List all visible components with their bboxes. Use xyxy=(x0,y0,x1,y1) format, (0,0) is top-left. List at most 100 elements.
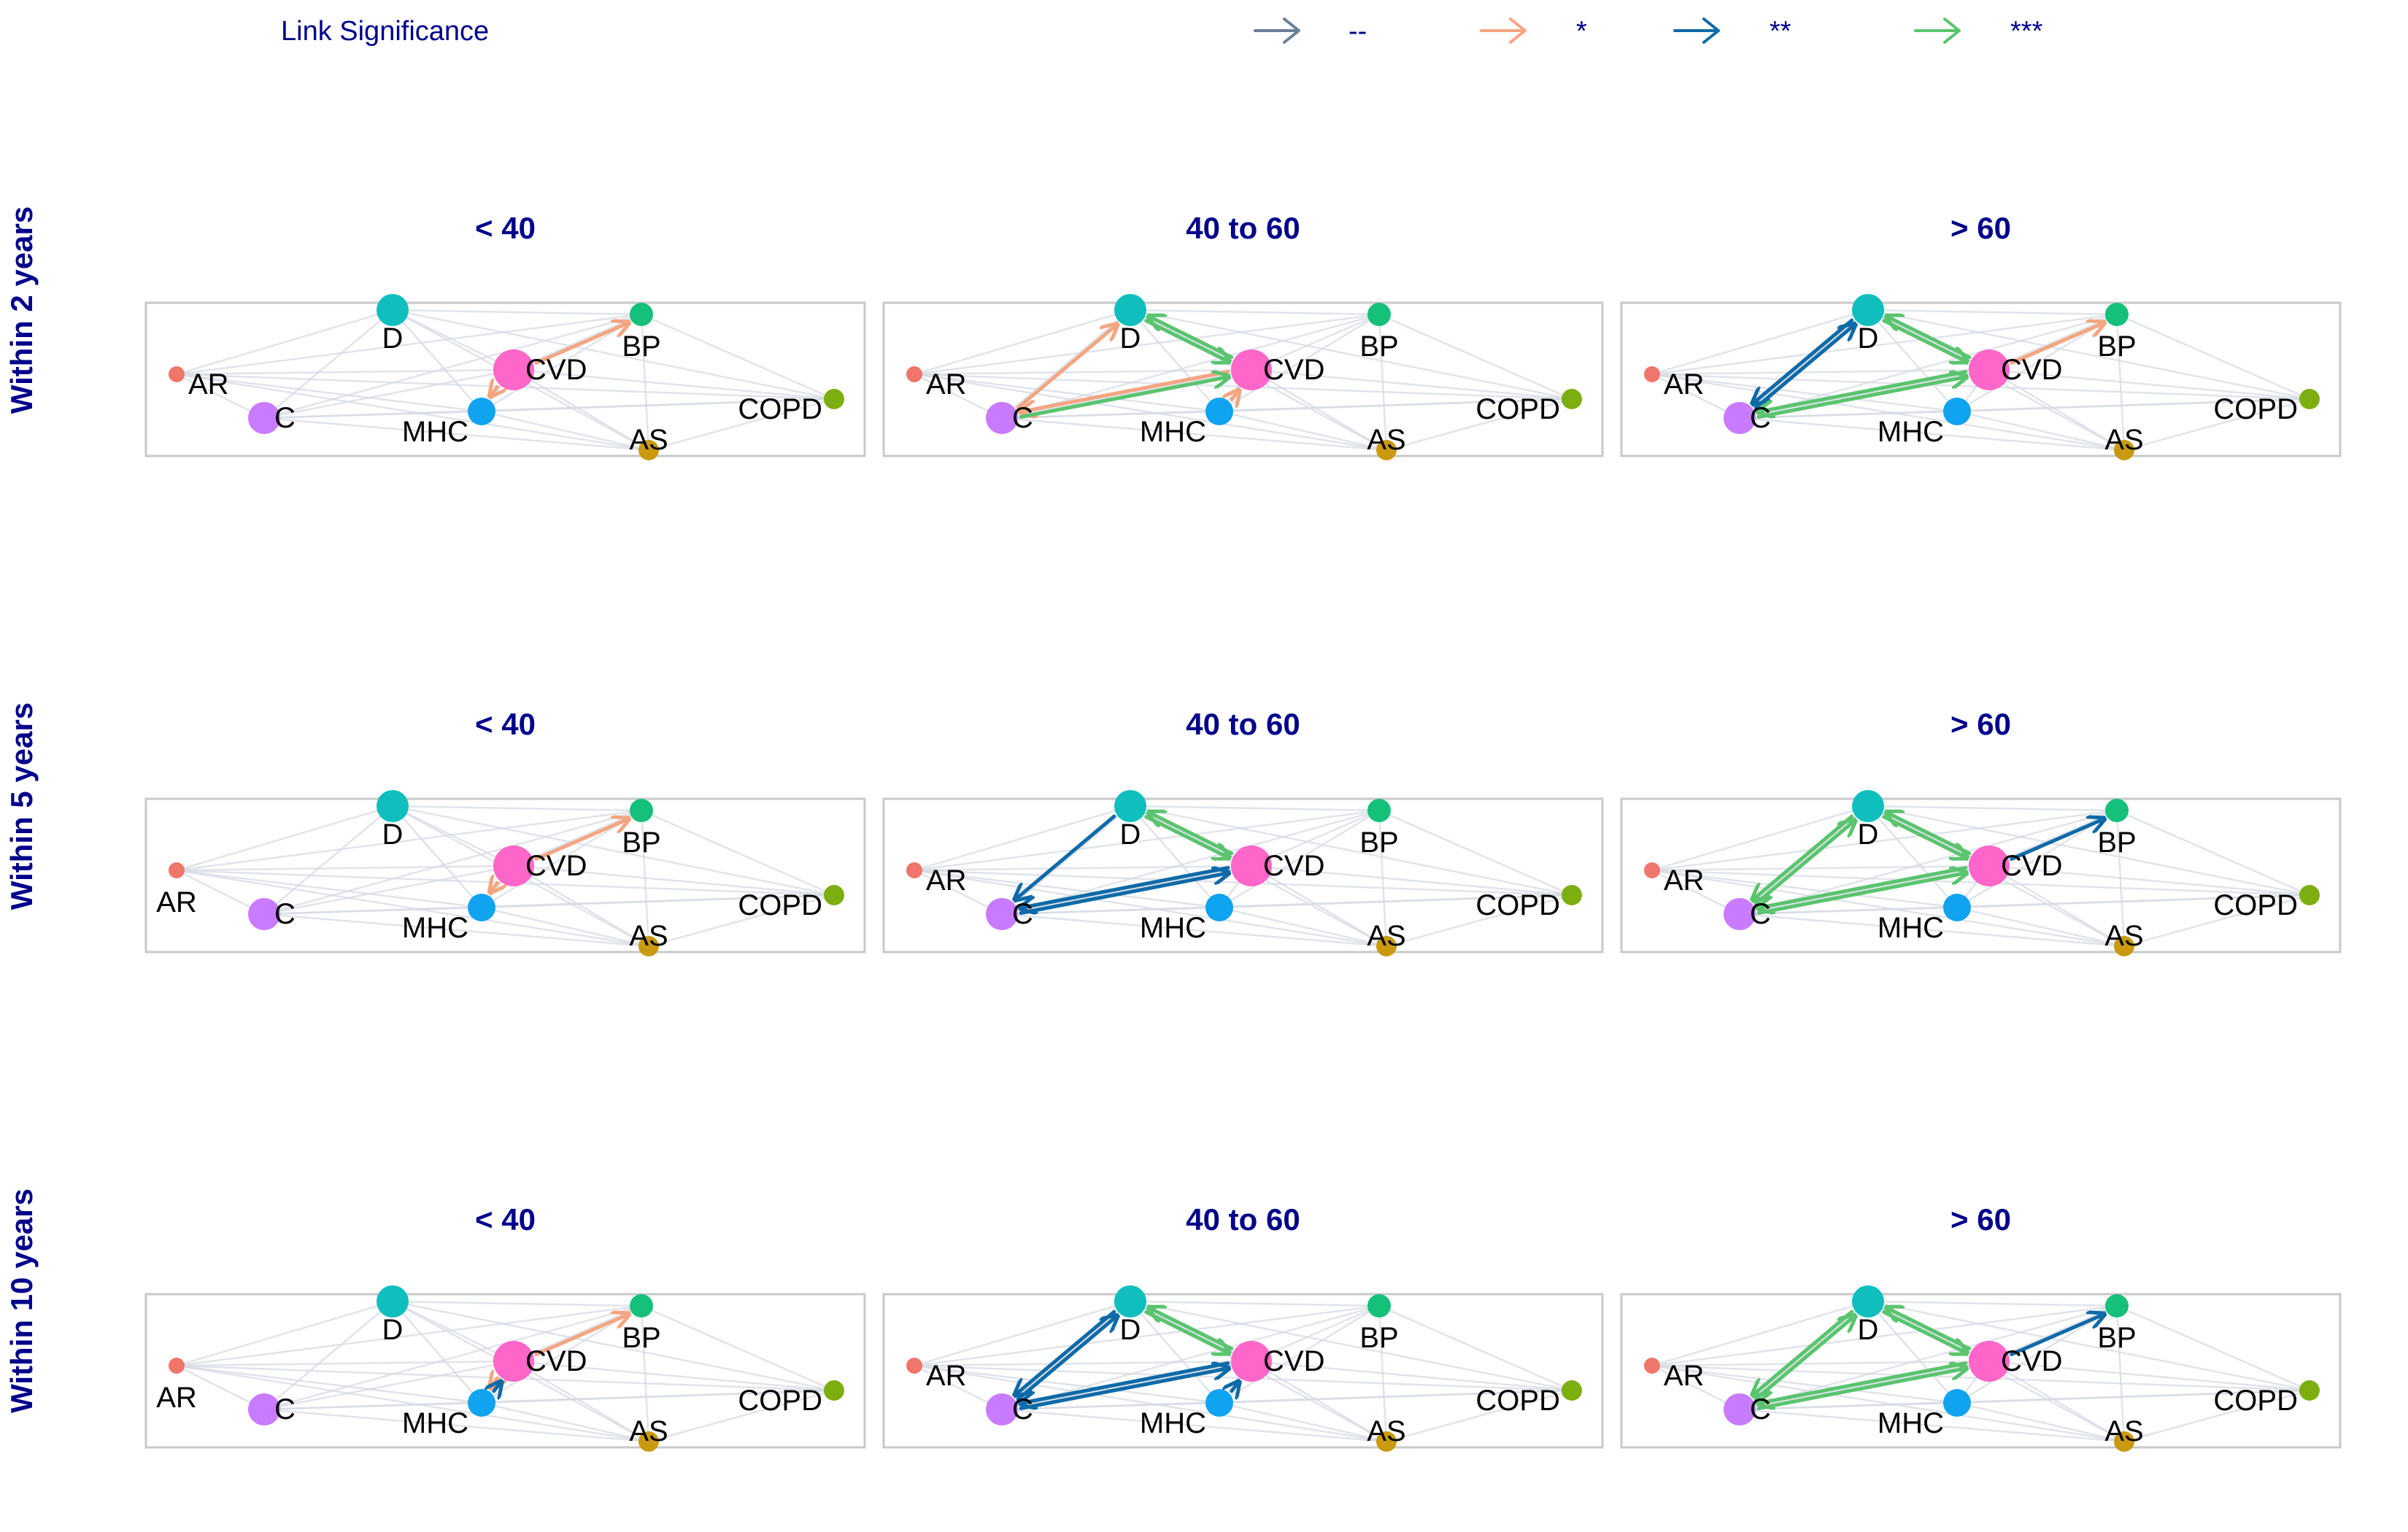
background-link xyxy=(1867,805,2118,812)
background-link xyxy=(1001,1360,1252,1411)
link-cvd-to-bp xyxy=(534,322,629,365)
background-link xyxy=(1219,809,1380,909)
legend-item-p1: * xyxy=(1480,16,1587,47)
node-label-as: AS xyxy=(1367,424,1405,456)
node-bp xyxy=(630,1294,653,1318)
background-link xyxy=(176,869,265,916)
link-mhc-to-cvd xyxy=(1232,1381,1239,1390)
node-label-ar: AR xyxy=(156,886,197,918)
link-cvd-to-d xyxy=(1886,316,1972,360)
background-link xyxy=(392,1300,514,1363)
node-bp xyxy=(1367,303,1391,326)
background-link xyxy=(263,1304,642,1411)
background-link xyxy=(1001,1304,1380,1411)
node-ar xyxy=(1644,862,1660,878)
link-d-to-c xyxy=(1753,814,1854,900)
node-d xyxy=(1852,790,1884,822)
node-label-d: D xyxy=(1858,1314,1879,1346)
background-link xyxy=(2123,1389,2310,1443)
significant-links xyxy=(1015,812,1232,913)
background-link xyxy=(1739,417,2125,452)
node-label-c: C xyxy=(1012,1393,1033,1425)
node-c xyxy=(248,402,280,434)
node-c xyxy=(986,402,1018,434)
network-panel: < 40 AR D BP CVD C MHC AS COPD xyxy=(144,1202,866,1452)
node-label-mhc: MHC xyxy=(402,416,468,448)
significant-links xyxy=(1753,316,2104,417)
background-link xyxy=(176,809,642,872)
node-cvd xyxy=(493,1341,534,1382)
node-label-copd: COPD xyxy=(2213,393,2298,425)
node-mhc xyxy=(1943,894,1971,921)
node-label-as: AS xyxy=(2104,920,2143,952)
background-links xyxy=(914,309,1572,452)
background-link xyxy=(1001,809,1380,916)
panel-title: 40 to 60 xyxy=(1186,211,1300,245)
link-cvd-to-bp xyxy=(534,819,629,861)
legend-arrow-ns-icon xyxy=(1254,18,1300,44)
node-cvd xyxy=(1969,349,2010,390)
background-link xyxy=(2116,313,2310,401)
background-link xyxy=(1956,906,2125,948)
node-mhc xyxy=(1943,398,1971,425)
node-label-ar: AR xyxy=(926,368,967,401)
node-mhc xyxy=(468,398,495,425)
link-c-to-cvd xyxy=(1019,1369,1229,1411)
background-link xyxy=(1386,1389,1572,1443)
background-link xyxy=(1988,368,2310,401)
link-significance-legend: Link Significance -- * ** *** xyxy=(281,16,2043,47)
node-d xyxy=(1852,1285,1884,1318)
background-link xyxy=(176,1364,649,1443)
panel-frame xyxy=(144,797,866,953)
panel-title: 40 to 60 xyxy=(1186,707,1300,741)
background-link xyxy=(1651,864,1990,872)
background-link xyxy=(1651,1364,1958,1404)
background-link xyxy=(914,869,1387,948)
background-link xyxy=(1988,1360,2310,1392)
link-c-to-cvd xyxy=(1756,377,1967,419)
node-label-bp: BP xyxy=(622,1322,660,1354)
background-link xyxy=(1251,368,1572,401)
link-c-to-d xyxy=(1753,820,1855,906)
nodes: AR D BP CVD C MHC AS COPD xyxy=(1644,1285,2320,1452)
node-cvd xyxy=(1969,846,2010,886)
node-label-ar: AR xyxy=(926,864,967,897)
background-link xyxy=(1739,809,2118,916)
nodes: AR D BP CVD C MHC AS COPD xyxy=(906,790,1582,956)
node-label-bp: BP xyxy=(1359,1322,1398,1354)
legend-arrow-p2-icon xyxy=(1673,18,1720,44)
background-link xyxy=(1739,913,2125,948)
node-label-as: AS xyxy=(2104,424,2143,456)
node-c xyxy=(1724,402,1756,434)
nodes: AR D BP CVD C MHC AS COPD xyxy=(156,1285,844,1452)
node-copd xyxy=(2299,885,2320,905)
background-link xyxy=(176,1364,265,1411)
node-label-mhc: MHC xyxy=(1140,1407,1206,1439)
background-link xyxy=(176,869,649,948)
panel-title: < 40 xyxy=(475,211,536,245)
panel-frame xyxy=(144,301,866,457)
background-link xyxy=(914,1364,1003,1411)
node-as xyxy=(2114,1431,2134,1452)
background-link xyxy=(176,1304,642,1367)
background-link xyxy=(1001,1408,1387,1443)
node-cvd xyxy=(1231,846,1272,886)
node-label-ar: AR xyxy=(1664,368,1705,401)
node-bp xyxy=(630,303,653,326)
significant-links xyxy=(1753,812,2104,913)
background-link xyxy=(1651,869,1958,909)
node-ar xyxy=(169,1358,185,1374)
node-label-mhc: MHC xyxy=(1140,912,1206,944)
node-ar xyxy=(1644,1358,1660,1374)
background-link xyxy=(1867,1300,2310,1392)
node-d xyxy=(1852,294,1884,326)
node-ar xyxy=(169,366,185,382)
background-link xyxy=(914,1364,1387,1443)
node-copd xyxy=(824,1380,844,1401)
background-link xyxy=(1251,368,1387,452)
background-link xyxy=(1988,368,2125,452)
node-d xyxy=(377,1285,409,1318)
background-link xyxy=(1130,309,1572,401)
